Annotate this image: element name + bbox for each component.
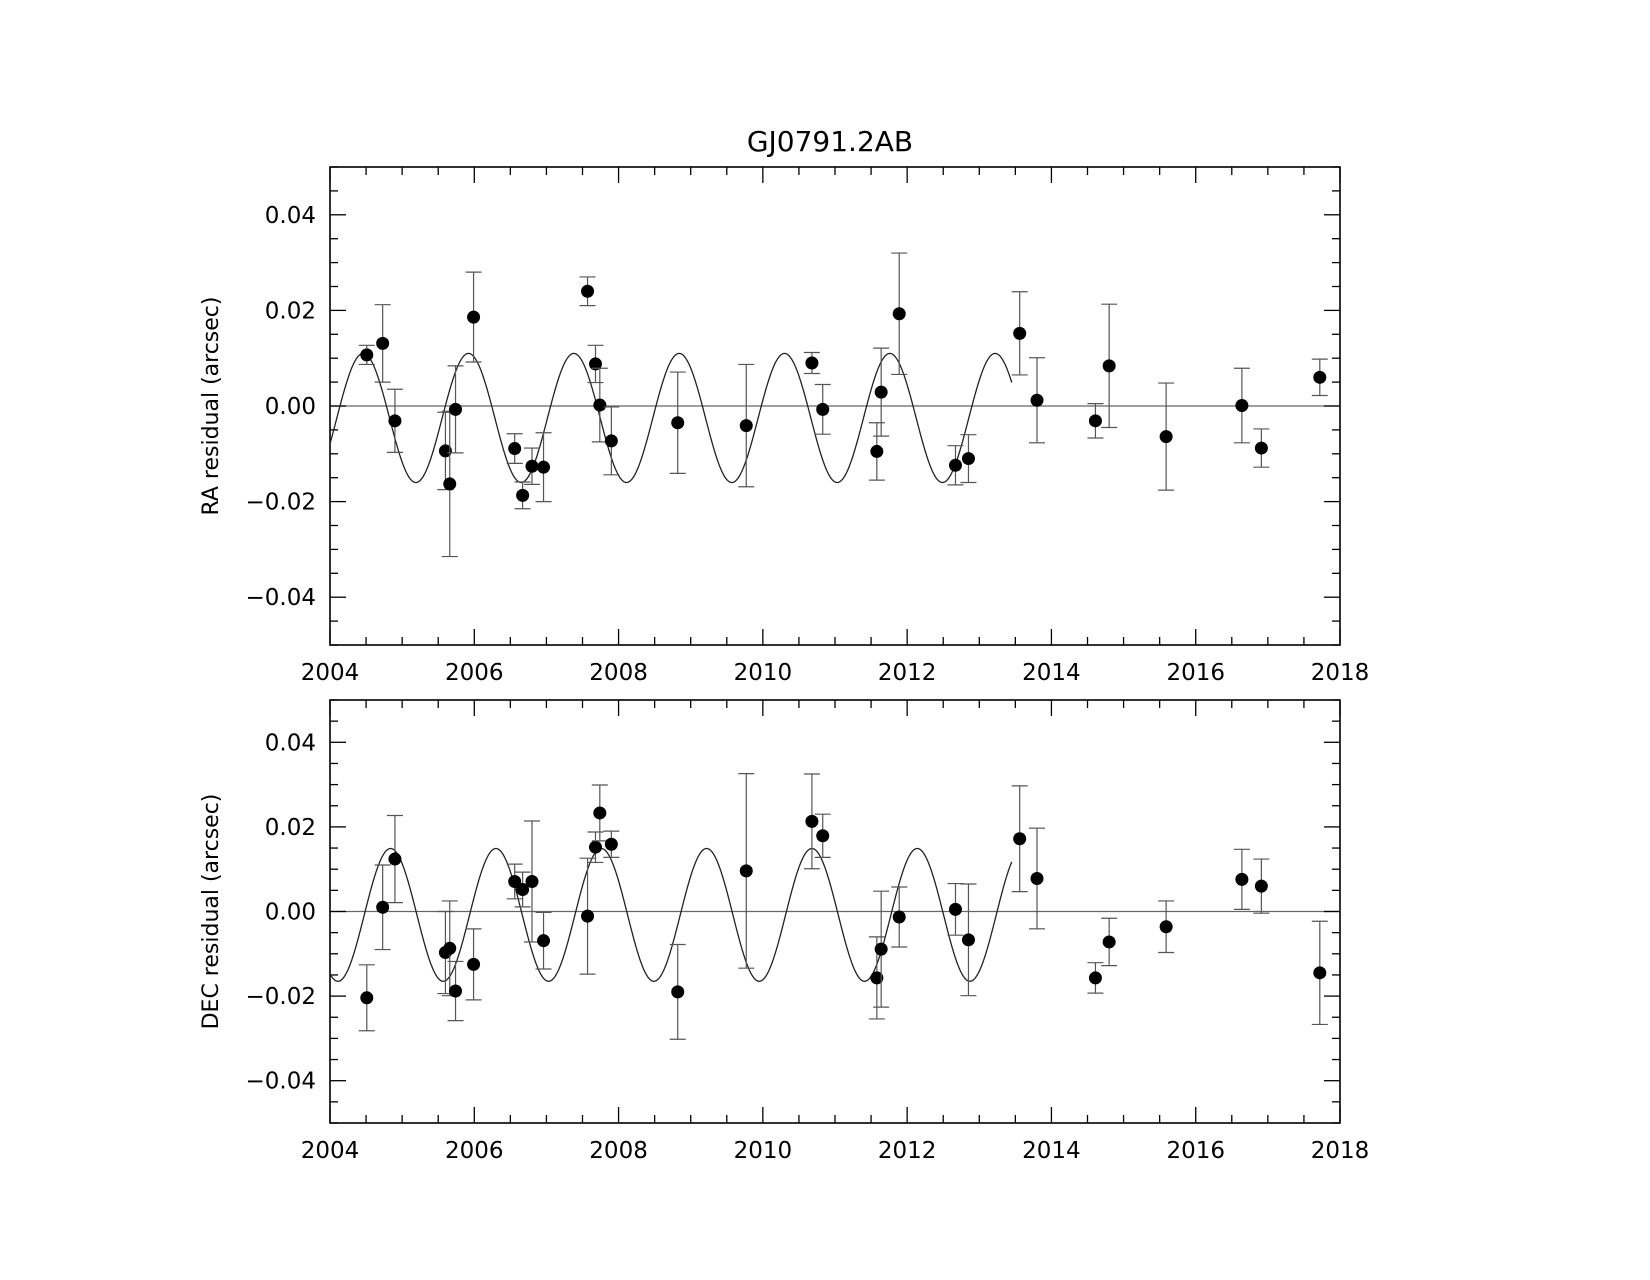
- dec-data-point: [961, 933, 975, 947]
- dec-data-point: [1013, 832, 1027, 846]
- ra-data-point: [593, 398, 607, 412]
- dec-data-point: [816, 829, 830, 843]
- ra-x-tick-label: 2010: [734, 660, 793, 686]
- dec-data-point: [388, 852, 402, 866]
- ra-data-point: [443, 477, 457, 491]
- dec-y-tick-label: 0.00: [265, 900, 316, 926]
- ra-data-point: [581, 284, 595, 298]
- dec-data-point: [1313, 966, 1327, 980]
- dec-data-point: [525, 874, 539, 888]
- dec-data-point: [1159, 920, 1173, 934]
- ra-x-tick-label: 2008: [589, 660, 648, 686]
- chart-panels: 2004 2006 2008 2010 2012 2014 2016 2018 0.04 0.02…: [199, 166, 1370, 1164]
- dec-x-tick-label: 2006: [445, 1138, 504, 1164]
- dec-data-point: [948, 902, 962, 916]
- ra-data-point: [1088, 414, 1102, 428]
- ra-data-point: [525, 459, 539, 473]
- ra-data-point: [438, 444, 452, 458]
- dec-data-point: [1254, 879, 1268, 893]
- ra-data-point: [1102, 359, 1116, 373]
- dec-data-point: [443, 941, 457, 955]
- ra-x-tick-label: 2014: [1022, 660, 1081, 686]
- dec-y-axis-title: DEC residual (arcsec): [199, 794, 224, 1030]
- dec-data-point: [537, 934, 551, 948]
- dec-data-point: [739, 864, 753, 878]
- dec-data-point: [671, 985, 685, 999]
- dec-data-point: [376, 900, 390, 914]
- dec-x-tick-label: 2016: [1166, 1138, 1225, 1164]
- dec-x-tick-label: 2012: [878, 1138, 937, 1164]
- ra-y-axis-title: RA residual (arcsec): [199, 296, 224, 515]
- dec-data-point: [1088, 971, 1102, 985]
- ra-data-point: [516, 488, 530, 502]
- ra-data-point: [508, 442, 522, 456]
- dec-y-tick-label: 0.04: [265, 730, 316, 756]
- dec-x-tick-label: 2018: [1311, 1138, 1370, 1164]
- ra-data-point: [739, 419, 753, 433]
- ra-data-point: [1254, 441, 1268, 455]
- dec-x-tick-label: 2014: [1022, 1138, 1081, 1164]
- ra-data-point: [449, 402, 463, 416]
- ra-data-point: [388, 414, 402, 428]
- dec-model-curve: [329, 847, 1013, 982]
- ra-data-point: [892, 307, 906, 321]
- ra-data-point: [467, 310, 481, 324]
- ra-data-point: [588, 357, 602, 371]
- ra-data-point: [1313, 370, 1327, 384]
- ra-data-point: [1030, 393, 1044, 407]
- ra-panel: 2004 2006 2008 2010 2012 2014 2016 2018 0.04 0.02…: [199, 166, 1370, 686]
- dec-data-point: [360, 991, 374, 1005]
- chart-title: GJ0791.2AB: [747, 125, 913, 158]
- dec-data-point: [1102, 935, 1116, 949]
- ra-data-point: [360, 348, 374, 362]
- dec-data-point: [1235, 872, 1249, 886]
- ra-data-point: [948, 458, 962, 472]
- dec-data-point: [593, 806, 607, 820]
- ra-x-tick-label: 2016: [1166, 660, 1225, 686]
- dec-data-point: [516, 883, 530, 897]
- dec-panel: 2004 2006 2008 2010 2012 2014 2016 2018 0.04 0.02…: [199, 699, 1370, 1164]
- dec-data-point: [874, 942, 888, 956]
- dec-y-tick-label: −0.02: [246, 984, 316, 1010]
- ra-data-point: [671, 416, 685, 430]
- ra-data-point: [870, 444, 884, 458]
- dec-data-point: [870, 971, 884, 985]
- ra-data-point: [537, 460, 551, 474]
- ra-x-tick-label: 2004: [301, 660, 360, 686]
- dec-data-point: [1030, 872, 1044, 886]
- ra-y-tick-label: 0.02: [265, 298, 316, 324]
- ra-y-tick-label: 0.04: [265, 203, 316, 229]
- dec-data-point: [588, 840, 602, 854]
- dec-data-point: [805, 814, 819, 828]
- dec-x-tick-label: 2008: [589, 1138, 648, 1164]
- dec-data-point: [892, 910, 906, 924]
- dec-y-tick-label: −0.04: [246, 1069, 316, 1095]
- ra-data-point: [1235, 399, 1249, 413]
- dec-data-point: [449, 984, 463, 998]
- ra-data-point: [1013, 326, 1027, 340]
- dec-data-point: [467, 957, 481, 971]
- ra-data-point: [376, 336, 390, 350]
- ra-data-point: [805, 356, 819, 370]
- ra-data-point: [604, 434, 618, 448]
- ra-y-tick-label: −0.02: [246, 490, 316, 516]
- dec-data-point: [604, 837, 618, 851]
- ra-data-point: [816, 402, 830, 416]
- dec-x-tick-label: 2004: [301, 1138, 360, 1164]
- ra-x-tick-label: 2012: [878, 660, 937, 686]
- ra-data-point: [874, 385, 888, 399]
- ra-data-point: [961, 452, 975, 466]
- ra-y-tick-label: 0.00: [265, 394, 316, 420]
- ra-y-tick-label: −0.04: [246, 585, 316, 611]
- ra-x-tick-label: 2018: [1311, 660, 1370, 686]
- ra-model-curve: [329, 352, 1013, 484]
- dec-x-tick-label: 2010: [734, 1138, 793, 1164]
- ra-x-tick-label: 2006: [445, 660, 504, 686]
- dec-data-point: [581, 909, 595, 923]
- dec-data-point: [508, 874, 522, 888]
- dec-y-tick-label: 0.02: [265, 815, 316, 841]
- ra-data-point: [1159, 430, 1173, 444]
